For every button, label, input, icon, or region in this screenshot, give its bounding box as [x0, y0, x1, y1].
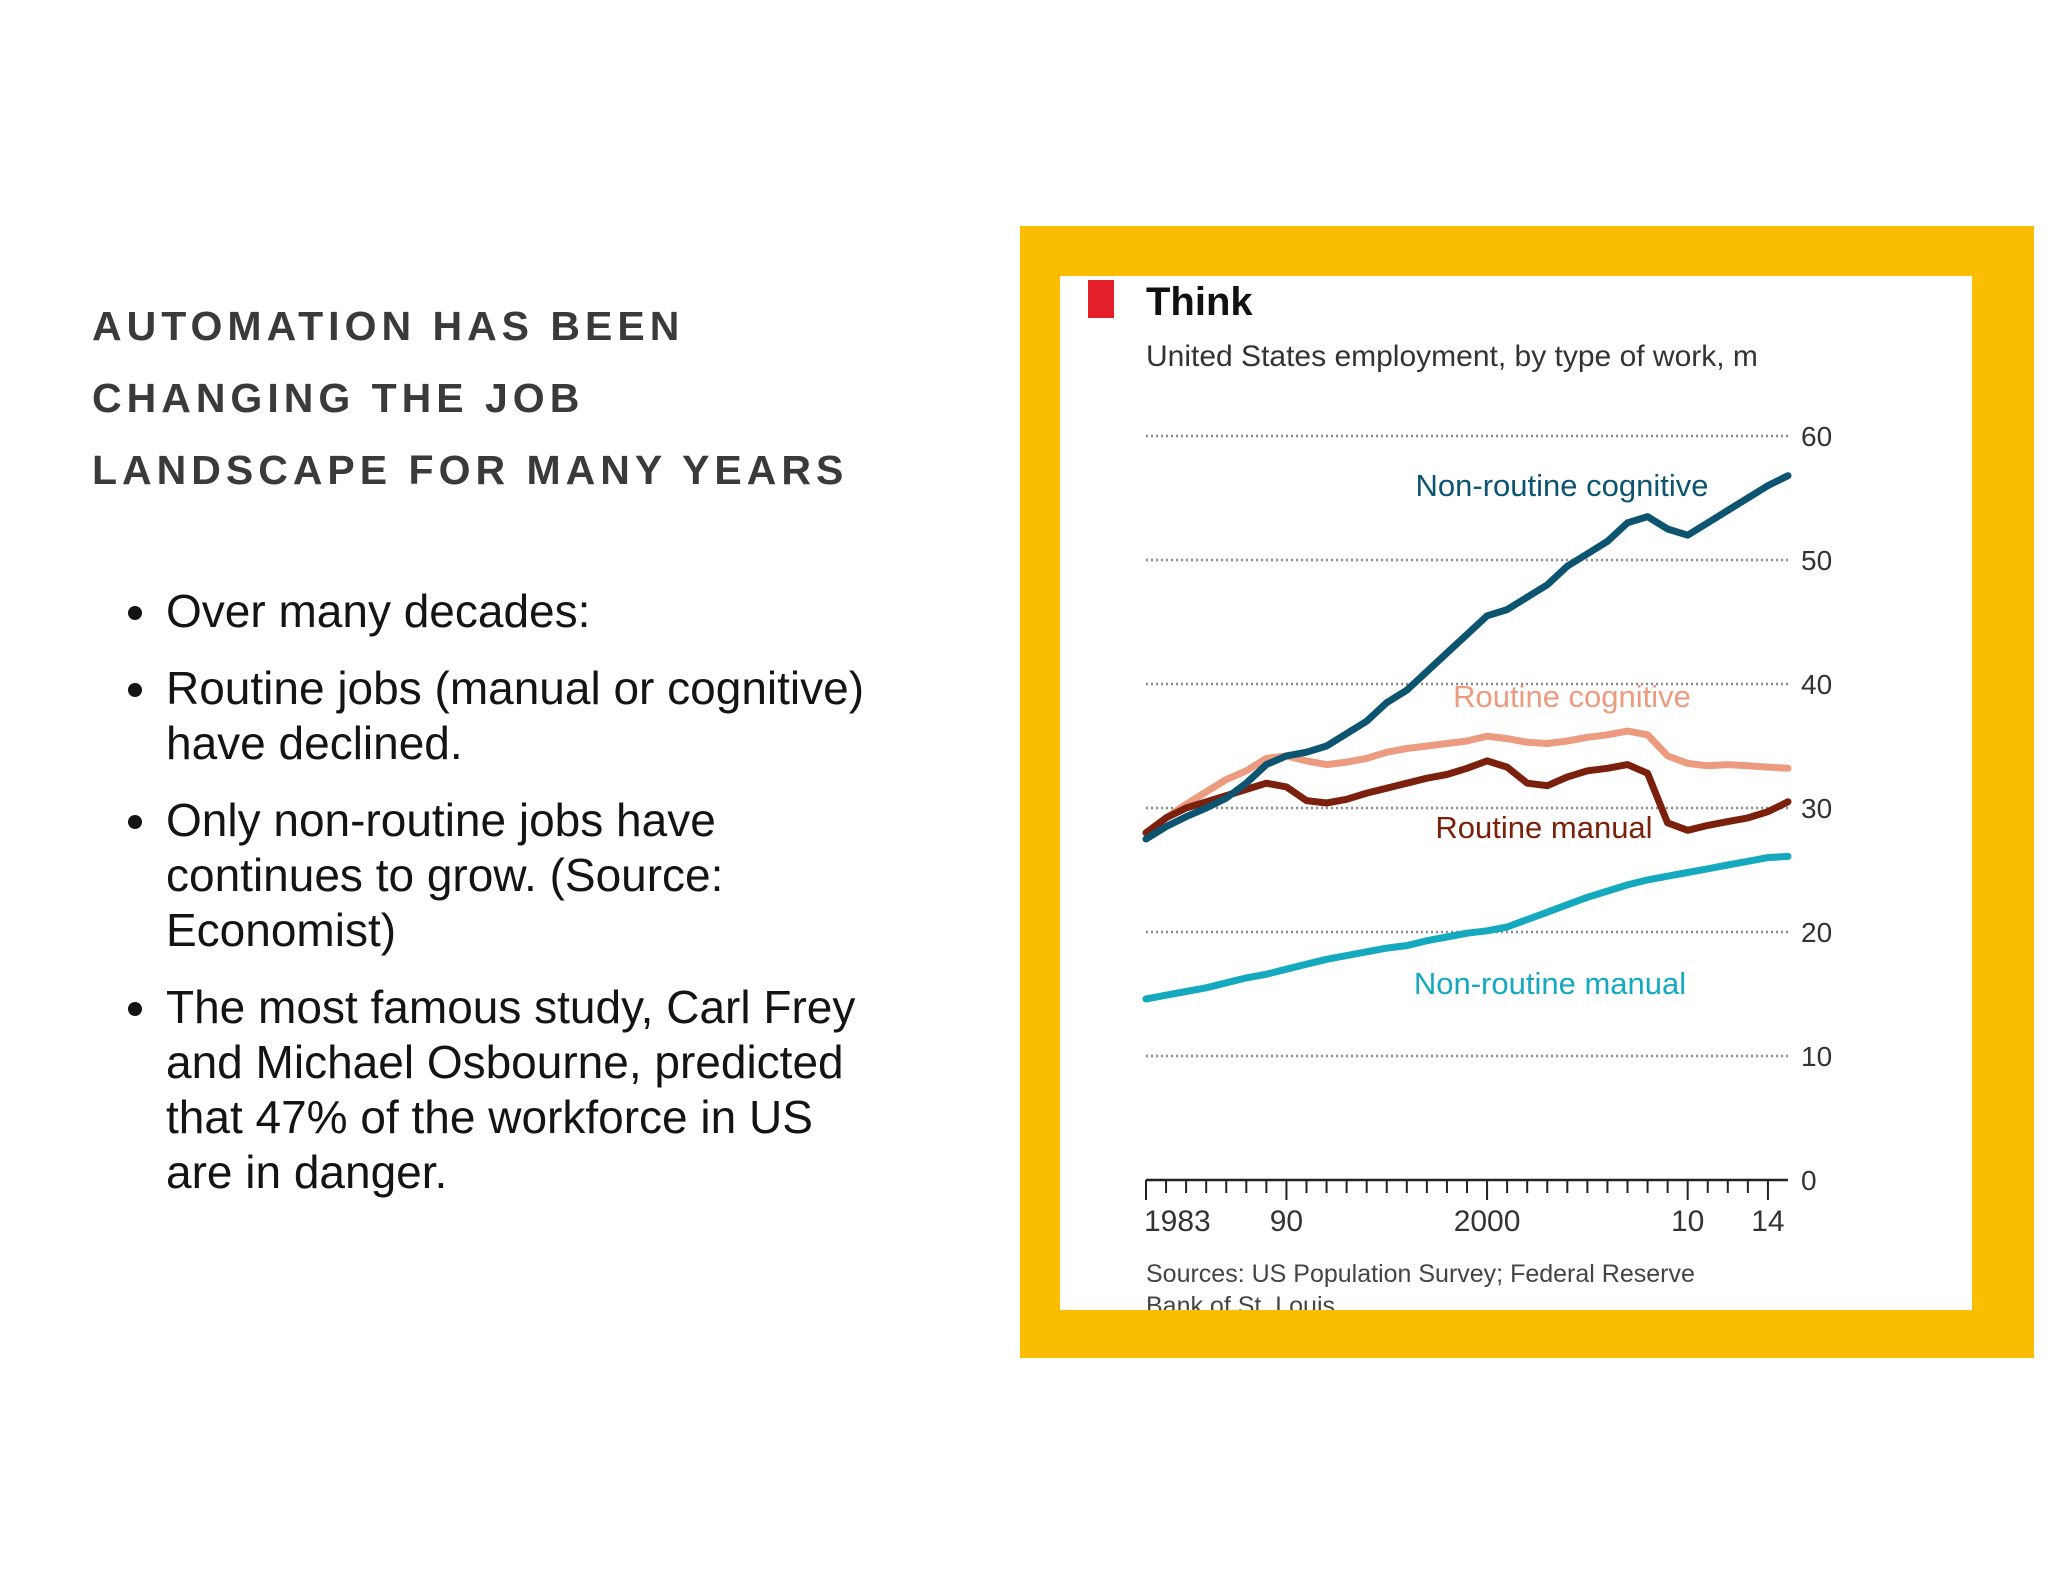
bullet-list: Over many decades: Routine jobs (manual …: [128, 584, 888, 1222]
chart-subtitle: United States employment, by type of wor…: [1146, 340, 1758, 373]
series-label-layer: Non-routine cognitive Routine cognitive Ro…: [1414, 468, 1709, 1001]
bullet-dot-icon: [128, 683, 142, 697]
series-layer: [1142, 472, 1792, 1003]
x-tick-label: 14: [1751, 1205, 1784, 1238]
y-tick-label: 0: [1801, 1165, 1817, 1196]
y-tick-label: 50: [1801, 545, 1832, 576]
series-line-non-routine-manual: [1142, 852, 1792, 1003]
bullet-dot-icon: [128, 1002, 142, 1016]
grid-layer: 0 10 20 30 40 50 60: [1146, 421, 1832, 1196]
chart-source-line: Bank of St. Louis: [1146, 1292, 1335, 1310]
chart-title: Think: [1146, 280, 1253, 324]
series-line-routine-cognitive: [1142, 727, 1792, 837]
series-label: Non-routine cognitive: [1416, 468, 1709, 503]
x-tick-label: 1983: [1144, 1205, 1211, 1238]
bullet-text: Routine jobs (manual or cognitive) have …: [166, 662, 865, 769]
bullet-item: The most famous study, Carl Frey and Mic…: [128, 980, 888, 1200]
x-tick-label: 10: [1671, 1205, 1704, 1238]
series-label: Routine manual: [1435, 810, 1652, 845]
bullet-dot-icon: [128, 606, 142, 620]
slide-title-line: LANDSCAPE FOR MANY YEARS: [92, 447, 849, 493]
slide-title-line: CHANGING THE JOB: [92, 375, 585, 421]
bullet-item: Routine jobs (manual or cognitive) have …: [128, 661, 888, 771]
slide-title: AUTOMATION HAS BEEN CHANGING THE JOB LAN…: [92, 290, 912, 506]
x-tick-label: 90: [1270, 1205, 1303, 1238]
series-line-non-routine-cognitive: [1142, 472, 1792, 843]
y-tick-label: 10: [1801, 1041, 1832, 1072]
bullet-item: Only non-routine jobs have continues to …: [128, 793, 888, 958]
chart-frame: Think United States employment, by type …: [1020, 226, 2034, 1358]
y-tick-label: 60: [1801, 421, 1832, 452]
chart-marker: [1088, 280, 1114, 318]
y-tick-label: 30: [1801, 793, 1832, 824]
chart-panel: Think United States employment, by type …: [1060, 276, 1972, 1310]
series-label: Non-routine manual: [1414, 966, 1686, 1001]
y-tick-label: 20: [1801, 917, 1832, 948]
bullet-dot-icon: [128, 815, 142, 829]
bullet-item: Over many decades:: [128, 584, 888, 639]
bullet-text: The most famous study, Carl Frey and Mic…: [166, 981, 856, 1198]
y-tick-label: 40: [1801, 669, 1832, 700]
chart-source-line: Sources: US Population Survey; Federal R…: [1146, 1260, 1695, 1288]
slide-title-line: AUTOMATION HAS BEEN: [92, 303, 685, 349]
employment-line-chart: Think United States employment, by type …: [1088, 280, 1832, 1310]
x-tick-label: 2000: [1454, 1205, 1521, 1238]
series-label: Routine cognitive: [1453, 679, 1691, 714]
bullet-text: Only non-routine jobs have continues to …: [166, 794, 724, 956]
x-axis: 1983 90 2000 10 14: [1144, 1178, 1788, 1238]
bullet-text: Over many decades:: [166, 585, 591, 637]
series-line-routine-manual: [1142, 757, 1792, 837]
